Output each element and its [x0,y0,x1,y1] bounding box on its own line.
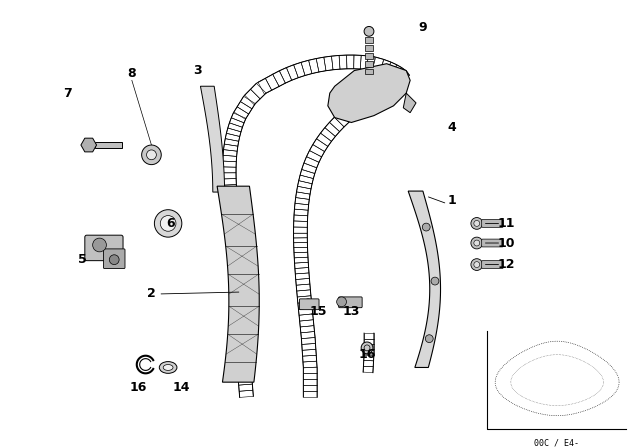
Text: 12: 12 [497,258,515,271]
Circle shape [364,26,374,36]
Circle shape [93,238,106,252]
Polygon shape [328,64,410,122]
Circle shape [471,237,483,249]
Ellipse shape [159,362,177,373]
FancyBboxPatch shape [365,53,373,59]
Circle shape [422,223,430,231]
Text: 6: 6 [167,217,175,230]
Polygon shape [408,191,440,367]
Circle shape [154,210,182,237]
Text: 9: 9 [419,21,428,34]
Text: 13: 13 [342,305,360,318]
Circle shape [337,297,346,307]
Circle shape [471,258,483,271]
Circle shape [160,215,176,231]
FancyBboxPatch shape [482,261,503,268]
Text: 7: 7 [63,86,72,99]
Text: 3: 3 [193,64,202,77]
Polygon shape [217,186,259,382]
Text: 1: 1 [448,194,457,207]
Circle shape [147,150,156,160]
Circle shape [361,342,373,354]
Circle shape [303,299,313,309]
Text: 16: 16 [130,380,147,393]
Text: 2: 2 [147,288,156,301]
Text: 00C / E4-: 00C / E4- [534,439,579,448]
FancyBboxPatch shape [85,235,123,261]
Circle shape [474,220,480,226]
Text: 4: 4 [448,121,457,134]
Circle shape [474,240,480,246]
Circle shape [471,218,483,229]
Text: 15: 15 [309,305,327,318]
FancyBboxPatch shape [365,69,373,74]
Circle shape [431,277,439,285]
Polygon shape [403,93,416,113]
Text: 14: 14 [172,380,189,393]
FancyBboxPatch shape [365,45,373,51]
Text: 5: 5 [79,253,87,266]
Ellipse shape [163,365,173,370]
FancyBboxPatch shape [365,37,373,43]
Polygon shape [81,138,97,152]
Text: 8: 8 [127,67,136,80]
Text: 10: 10 [497,237,515,250]
Circle shape [141,145,161,164]
Polygon shape [200,86,225,192]
FancyBboxPatch shape [339,297,362,308]
FancyBboxPatch shape [482,239,503,247]
Circle shape [474,262,480,267]
Circle shape [109,255,119,265]
Circle shape [426,335,433,343]
FancyBboxPatch shape [104,249,125,268]
Text: 16: 16 [358,348,376,361]
FancyBboxPatch shape [300,299,319,310]
FancyBboxPatch shape [482,220,503,227]
FancyBboxPatch shape [365,61,373,67]
FancyBboxPatch shape [95,142,122,148]
Text: 11: 11 [497,217,515,230]
